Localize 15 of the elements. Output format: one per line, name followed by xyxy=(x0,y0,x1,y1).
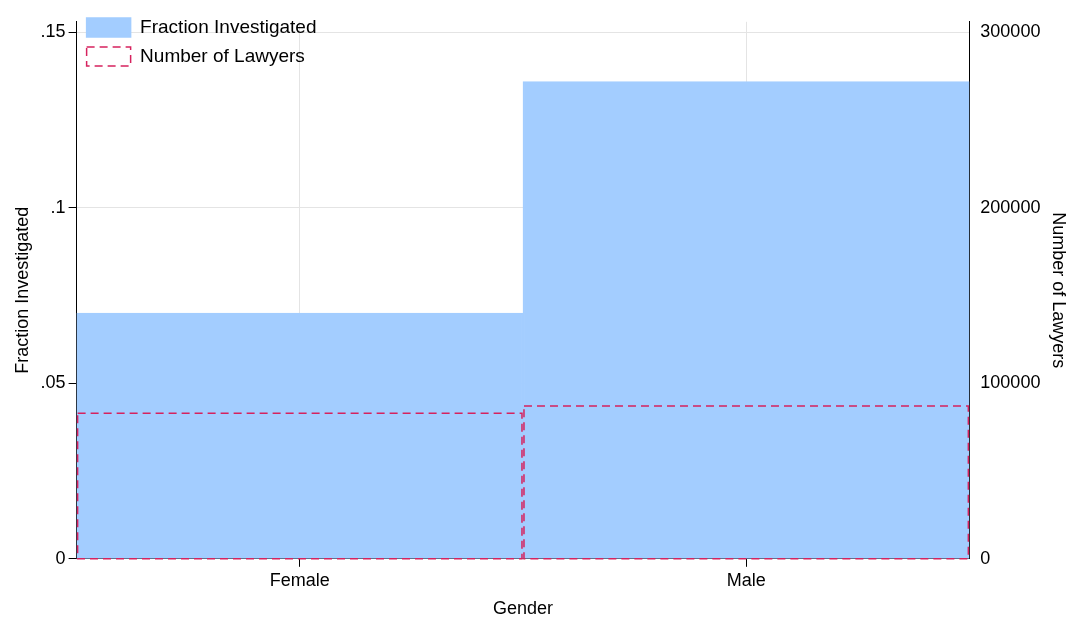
y-tick-label: .15 xyxy=(40,21,66,42)
y-tick-label: .1 xyxy=(50,196,66,217)
legend-label: Number of Lawyers xyxy=(140,44,305,66)
y-axis-title: Fraction Investigated xyxy=(11,206,32,374)
y2-tick-label: 200000 xyxy=(980,196,1041,217)
y2-tick-label: 100000 xyxy=(980,372,1041,393)
x-tick-label: Female xyxy=(269,569,330,590)
y2-axis-title: Number of Lawyers xyxy=(1049,212,1070,369)
y2-tick-label: 0 xyxy=(980,547,991,568)
x-axis-title: Gender xyxy=(492,598,553,619)
y2-tick-label: 300000 xyxy=(980,21,1041,42)
y-tick-label: .05 xyxy=(40,372,66,393)
legend-label: Fraction Investigated xyxy=(140,15,317,37)
x-tick-label: Male xyxy=(726,569,766,590)
y-tick-label: 0 xyxy=(55,547,66,568)
